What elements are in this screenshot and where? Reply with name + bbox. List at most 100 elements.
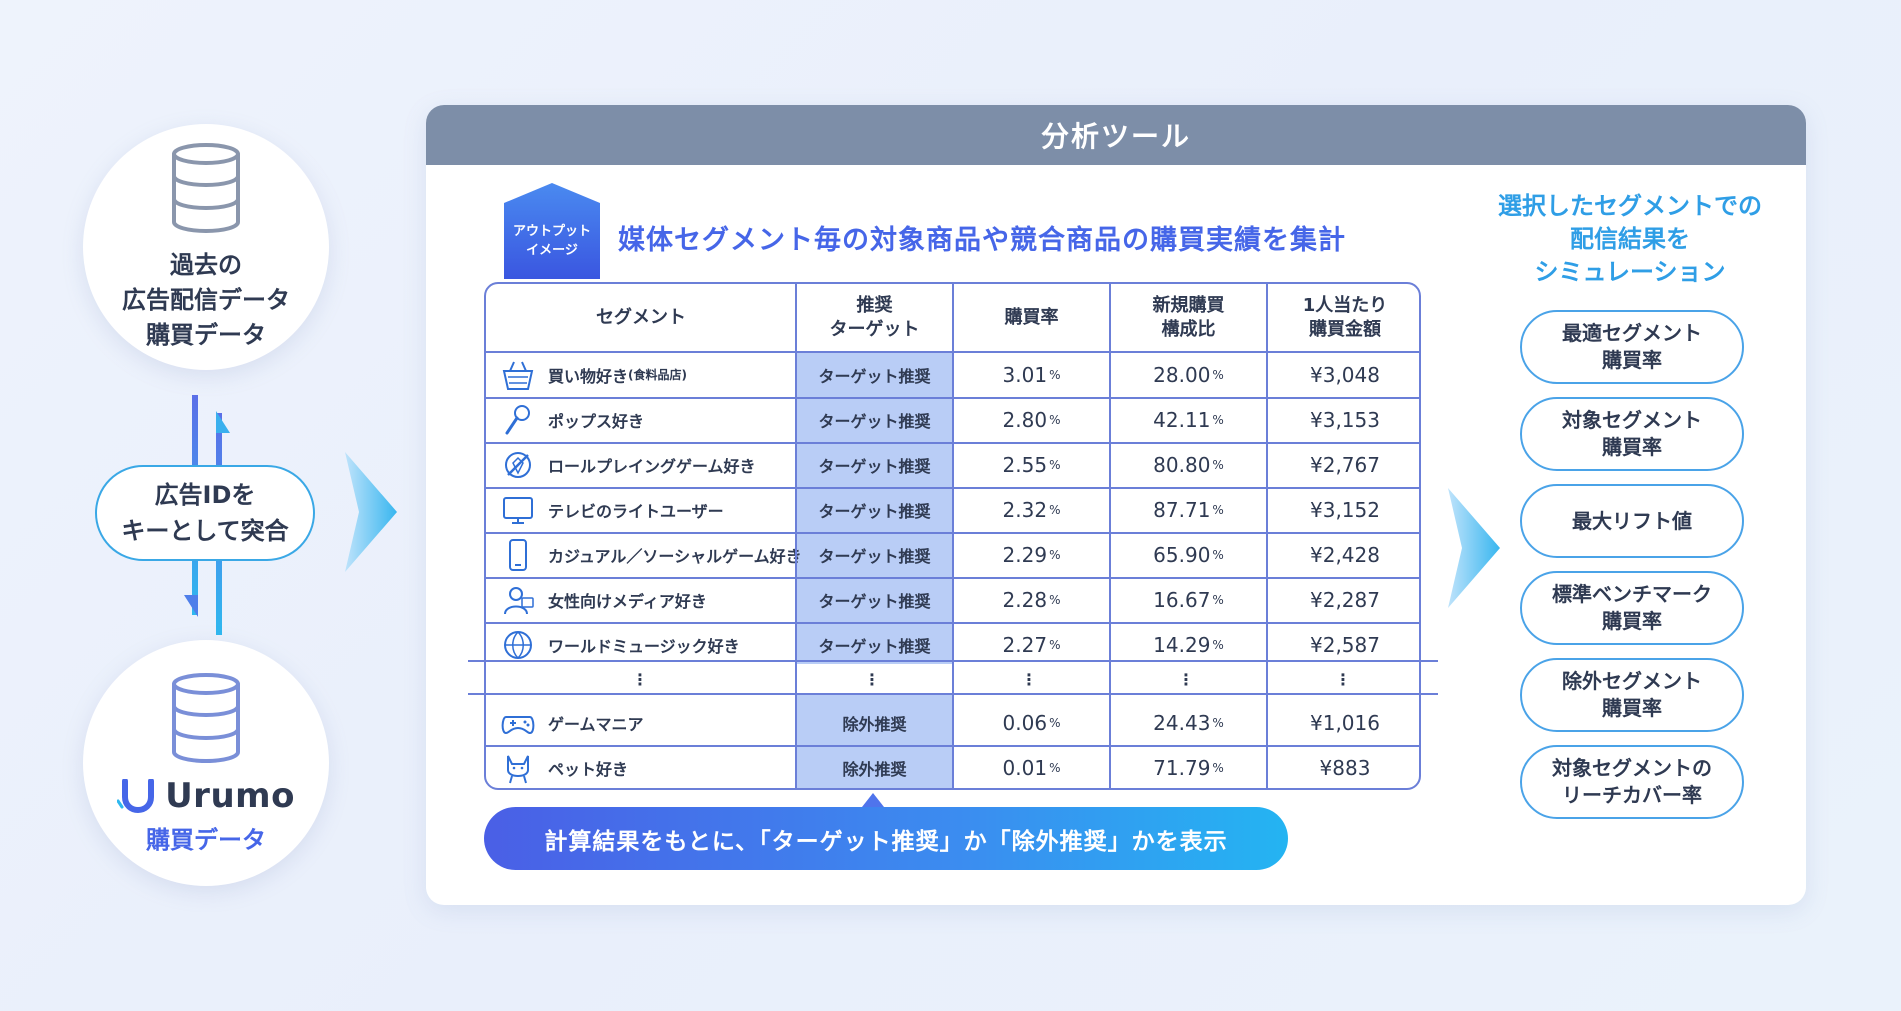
percent-unit: % [1049,637,1061,652]
rate-cell: 2.80% [953,397,1110,442]
rate-cell: 0.01% [953,745,1110,788]
table-row: ゲームマニア 除外推奨 0.06% 24.43% ¥1,016 [486,700,1419,745]
amount-cell: ¥3,152 [1267,487,1419,532]
segment-cell: ロールプレイングゲーム好き [486,442,796,487]
percent-unit: % [1049,457,1061,472]
ellipsis-target: ⋮ [864,670,880,689]
percent-unit: % [1049,502,1061,517]
target-recommendation-cell: ターゲット推奨 [818,456,931,476]
segment-name: カジュアル／ソーシャルゲーム好き [548,546,802,566]
segment-results-table: セグメント 推奨 ターゲット 購買率 新規購買 構成比 1人当たり 購買金額 買い物好… [484,282,1421,790]
amount-value: ¥1,016 [1310,710,1380,735]
gamepad-icon [501,715,535,734]
woman-media-icon [504,586,534,614]
metric-label-line: リーチカバー率 [1562,783,1702,807]
ellipsis-rate: ⋮ [1021,670,1037,689]
share-cell: 80.80% [1110,442,1267,487]
rate-cell: 2.27% [953,622,1110,667]
share-value: 87.71 [1153,497,1211,522]
target-recommendation-cell: 除外推奨 [842,714,907,734]
metric-standard-benchmark-purchase-rate: 標準ベンチマーク 購買率 [1520,571,1744,645]
amount-cell: ¥2,767 [1267,442,1419,487]
microphone-icon [505,404,530,434]
metric-excluded-segment-purchase-rate: 除外セグメント 購買率 [1520,658,1744,732]
ellipsis-segment: ⋮ [632,670,648,689]
target-recommendation-cell: ターゲット推奨 [818,366,931,386]
chevron-right-icon [1448,488,1500,608]
urumo-data-circle: Urumo 購買データ [83,640,329,886]
share-value: 14.29 [1153,632,1211,657]
chevron-right-icon [345,452,397,572]
percent-unit: % [1212,715,1224,730]
metric-max-lift-value: 最大リフト値 [1520,484,1744,558]
amount-value: ¥2,287 [1310,587,1380,612]
share-value: 28.00 [1153,362,1211,387]
share-value: 16.67 [1153,587,1211,612]
database-icon [172,672,240,763]
segment-cell: カジュアル／ソーシャルゲーム好き [486,532,802,577]
share-cell: 65.90% [1110,532,1267,577]
rate-value: 2.55 [1002,452,1048,477]
amount-value: ¥2,767 [1310,452,1380,477]
percent-unit: % [1212,457,1224,472]
id-matching-pill: 広告IDを キーとして突合 [95,465,315,561]
metric-label-line: 対象セグメントの [1552,756,1712,780]
header-new-purchase-share: 新規購買 構成比 [1152,295,1225,340]
target-recommendation-cell: ターゲット推奨 [818,501,931,521]
share-value: 71.79 [1153,755,1211,780]
rate-cell: 2.55% [953,442,1110,487]
share-value: 42.11 [1153,407,1211,432]
percent-unit: % [1212,592,1224,607]
table-row: 買い物好き (食料品店) ターゲット推奨 3.01% 28.00% ¥3,048 [486,352,1419,397]
past-data-circle: 過去の 広告配信データ 購買データ [83,124,329,370]
rate-value: 3.01 [1002,362,1048,387]
metric-label-line: 購買率 [1602,435,1662,459]
segment-cell: テレビのライトユーザー [486,487,796,532]
amount-cell: ¥2,287 [1267,577,1419,622]
target-recommendation-cell: ターゲット推奨 [818,546,931,566]
metric-label-line: 最大リフト値 [1572,508,1692,533]
ellipsis-amount: ⋮ [1335,670,1351,689]
segment-cell: ゲームマニア [486,700,796,745]
percent-unit: % [1049,547,1061,562]
header-target: 推奨 ターゲット [829,295,920,340]
television-icon [503,496,533,524]
percent-unit: % [1212,760,1224,775]
share-cell: 16.67% [1110,577,1267,622]
percent-unit: % [1212,502,1224,517]
percent-unit: % [1212,637,1224,652]
metric-target-segment-purchase-rate: 対象セグメント 購買率 [1520,397,1744,471]
rate-cell: 3.01% [953,352,1110,397]
segment-cell: ペット好き [486,745,796,788]
amount-value: ¥3,153 [1310,407,1380,432]
rate-cell: 2.29% [953,532,1110,577]
metric-label-line: 購買率 [1602,348,1662,372]
amount-value: ¥883 [1319,755,1371,780]
segment-name: テレビのライトユーザー [548,501,724,521]
share-cell: 28.00% [1110,352,1267,397]
target-recommendation-cell: ターゲット推奨 [818,591,931,611]
share-cell: 71.79% [1110,745,1267,788]
amount-value: ¥3,048 [1310,362,1380,387]
panel-title: 分析ツール [426,105,1806,165]
amount-cell: ¥3,153 [1267,397,1419,442]
share-value: 80.80 [1153,452,1211,477]
simulation-title: 選択したセグメントでの 配信結果を シミュレーション [1498,192,1762,286]
output-image-badge-label: アウトプット イメージ [512,224,591,258]
urumo-logo: Urumo [117,776,295,816]
metric-label-line: 最適セグメント [1562,321,1702,345]
percent-unit: % [1049,760,1061,775]
amount-value: ¥2,428 [1310,542,1380,567]
segment-cell: ワールドミュージック好き [486,622,796,667]
metric-optimal-segment-purchase-rate: 最適セグメント 購買率 [1520,310,1744,384]
percent-unit: % [1049,367,1061,382]
target-recommendation-cell: 除外推奨 [842,759,907,779]
urumo-mark-icon [117,778,155,813]
segment-cell: ポップス好き [486,397,796,442]
amount-cell: ¥2,428 [1267,532,1419,577]
callout-pointer [862,793,884,807]
share-value: 24.43 [1153,710,1211,735]
globe-music-icon [504,630,532,659]
recommendation-callout: 計算結果をもとに、「ターゲット推奨」か「除外推奨」かを表示 [484,807,1288,870]
amount-value: ¥3,152 [1310,497,1380,522]
